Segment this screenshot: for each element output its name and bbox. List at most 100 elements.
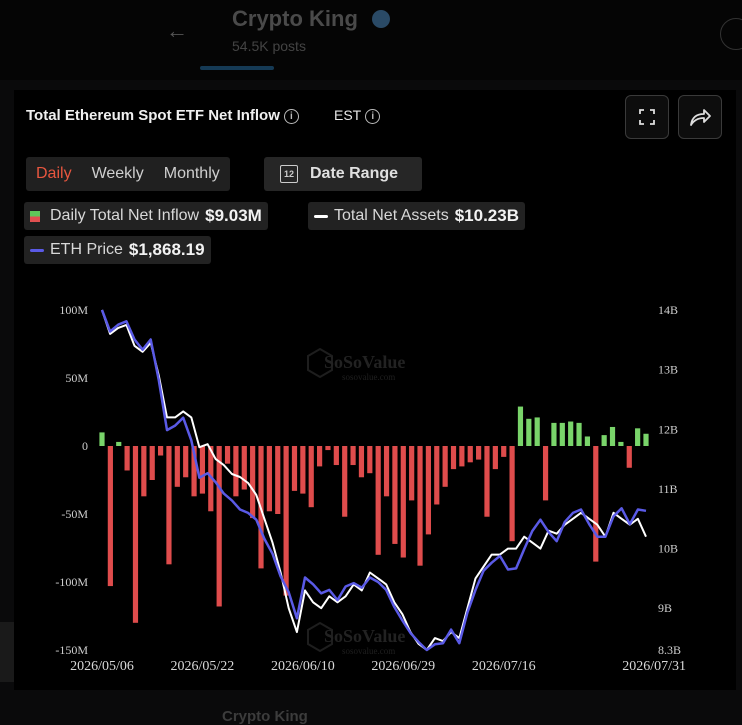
inflow-bar[interactable] [375, 446, 381, 555]
inflow-bar[interactable] [124, 446, 130, 471]
inflow-bar[interactable] [400, 446, 406, 558]
watermark-url: sosovalue.com [342, 646, 395, 656]
inflow-swatch-icon [30, 210, 40, 222]
inflow-bar[interactable] [333, 446, 339, 466]
legend-eth-price[interactable]: ETH Price $1,868.19 [24, 236, 211, 264]
inflow-bar[interactable] [484, 446, 490, 517]
inflow-bar[interactable] [492, 446, 498, 470]
inflow-bar[interactable] [626, 446, 632, 468]
inflow-bar[interactable] [308, 446, 314, 508]
inflow-bar[interactable] [300, 446, 306, 494]
inflow-bar[interactable] [618, 441, 624, 446]
inflow-bar[interactable] [450, 446, 457, 470]
watermark-logo-icon [307, 621, 333, 653]
inflow-bar[interactable] [166, 446, 172, 565]
inflow-bar[interactable] [116, 441, 122, 446]
inflow-bar[interactable] [425, 446, 431, 535]
inflow-bar[interactable] [459, 446, 465, 467]
inflow-bar[interactable] [517, 406, 524, 446]
tab-underline [200, 66, 274, 70]
inflow-bar[interactable] [191, 446, 197, 497]
inflow-bar[interactable] [132, 446, 139, 623]
inflow-bar[interactable] [149, 446, 155, 480]
inflow-bar[interactable] [283, 446, 289, 596]
inflow-bar[interactable] [107, 446, 113, 587]
info-icon[interactable]: i [283, 108, 299, 124]
tab-weekly[interactable]: Weekly [91, 165, 144, 182]
y-right-tick-label: 11B [658, 482, 678, 496]
inflow-bar[interactable] [157, 446, 164, 456]
tab-monthly[interactable]: Monthly [163, 165, 220, 182]
inflow-bar[interactable] [358, 446, 365, 478]
inflow-bar[interactable] [635, 428, 641, 446]
inflow-bar[interactable] [409, 446, 415, 501]
y-right-tick-label: 8.3B [658, 643, 681, 657]
inflow-bar[interactable] [392, 446, 398, 544]
profile-name: Crypto King [232, 6, 358, 31]
x-tick-label: 2026/06/10 [271, 659, 335, 674]
inflow-bar[interactable] [275, 446, 281, 514]
inflow-bar[interactable] [367, 446, 373, 474]
inflow-bar[interactable] [568, 421, 574, 446]
inflow-bar[interactable] [183, 446, 189, 478]
y-left-tick-label: 50M [65, 371, 88, 385]
inflow-bar[interactable] [241, 446, 247, 490]
inflow-bar[interactable] [291, 446, 298, 491]
inflow-bar[interactable] [174, 446, 180, 487]
inflow-bar[interactable] [224, 446, 231, 464]
inflow-bar[interactable] [576, 422, 582, 446]
legend-total-assets[interactable]: Total Net Assets $10.23B [308, 202, 525, 230]
watermark-logo-icon [307, 347, 333, 379]
inflow-bar[interactable] [551, 422, 557, 446]
inflow-bar[interactable] [509, 446, 515, 542]
share-button[interactable] [678, 95, 722, 139]
y-left-tick-label: 100M [59, 303, 88, 317]
date-range-button[interactable]: 12 Date Range [264, 157, 422, 191]
inflow-bar[interactable] [317, 446, 323, 467]
inflow-bar[interactable] [342, 446, 348, 517]
inflow-bar[interactable] [99, 432, 105, 446]
total-net-assets-line[interactable] [101, 309, 647, 651]
y-right-tick-label: 10B [658, 542, 678, 556]
inflow-bar[interactable] [526, 418, 532, 446]
inflow-bar[interactable] [350, 446, 356, 466]
inflow-bar[interactable] [467, 446, 473, 463]
legend-daily-inflow[interactable]: Daily Total Net Inflow $9.03M [24, 202, 268, 230]
inflow-bar[interactable] [233, 446, 239, 497]
inflow-bar[interactable] [559, 422, 565, 446]
inflow-bar[interactable] [417, 446, 423, 566]
inflow-bar[interactable] [601, 435, 607, 446]
legend-inflow-value: $9.03M [205, 206, 262, 225]
inflow-bar[interactable] [593, 446, 599, 562]
watermark-name: SoSoValue [324, 352, 405, 372]
inflow-bar[interactable] [266, 446, 272, 512]
inflow-bar[interactable] [609, 426, 616, 446]
inflow-bar[interactable] [442, 446, 448, 487]
legend-assets-value: $10.23B [454, 206, 519, 225]
inflow-bar[interactable] [534, 417, 540, 446]
inflow-bar[interactable] [501, 446, 507, 457]
inflow-bar[interactable] [250, 446, 256, 519]
inflow-bar[interactable] [141, 446, 147, 497]
inflow-bar[interactable] [325, 446, 331, 451]
inflow-bar[interactable] [434, 446, 440, 505]
y-left-tick-label: 0 [82, 439, 88, 453]
tab-daily[interactable]: Daily [36, 165, 72, 182]
eth-price-line[interactable] [100, 309, 647, 652]
y-left-tick-label: -100M [55, 575, 88, 589]
inflow-bar[interactable] [216, 446, 222, 607]
y-left-tick-label: -150M [55, 643, 88, 657]
back-arrow-icon[interactable]: ← [166, 18, 188, 43]
fullscreen-button[interactable] [625, 95, 669, 139]
inflow-bar[interactable] [542, 446, 549, 501]
inflow-bar[interactable] [476, 446, 482, 460]
inflow-bar[interactable] [584, 436, 591, 446]
price-swatch-icon [30, 248, 44, 252]
inflow-bar[interactable] [199, 446, 206, 494]
inflow-bar[interactable] [383, 446, 390, 497]
y-right-tick-label: 14B [658, 303, 678, 317]
date-range-label: Date Range [310, 165, 399, 182]
inflow-bar[interactable] [643, 433, 649, 446]
timezone-info-icon[interactable]: i [365, 108, 381, 124]
